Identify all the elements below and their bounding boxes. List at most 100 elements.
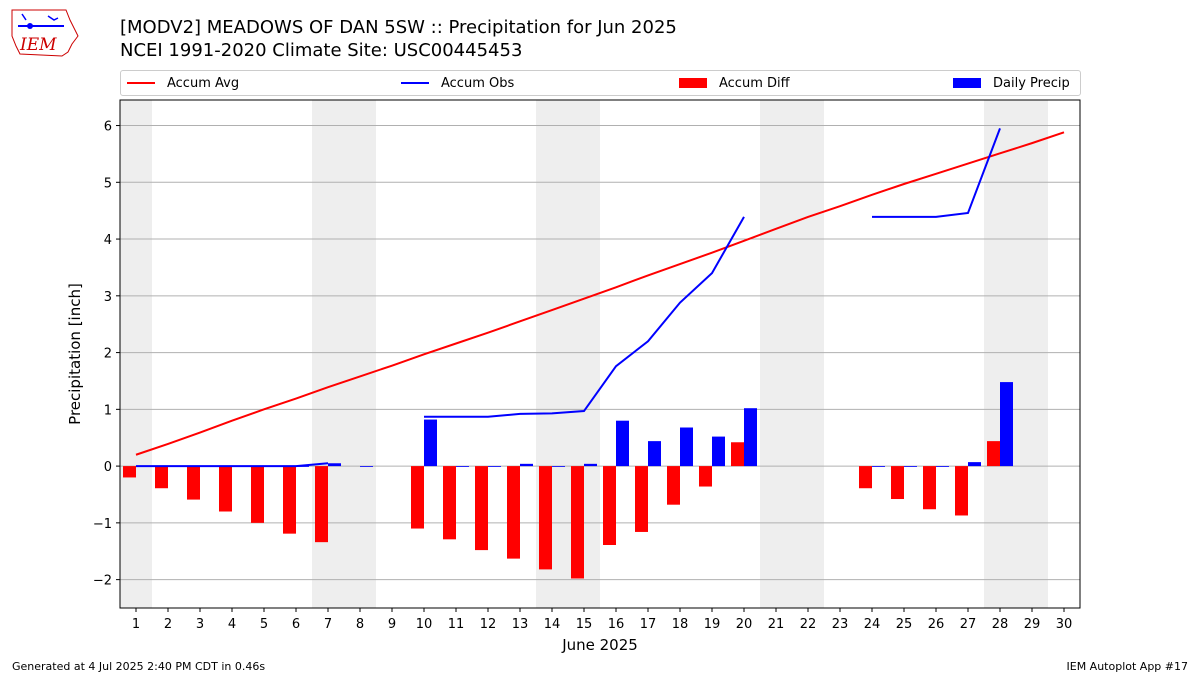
daily-precip-bar xyxy=(648,441,661,467)
daily-precip-bar xyxy=(744,408,757,467)
x-tick-label: 5 xyxy=(260,617,268,632)
x-tick-label: 17 xyxy=(640,617,657,632)
x-tick-label: 21 xyxy=(768,617,785,632)
daily-precip-bar xyxy=(520,463,533,467)
y-tick-label: 5 xyxy=(104,176,112,191)
legend-label-accum-obs: Accum Obs xyxy=(441,75,515,91)
x-tick-label: 2 xyxy=(164,617,172,632)
accum-diff-bar xyxy=(731,442,744,467)
x-tick-label: 20 xyxy=(736,617,753,632)
accum-diff-bar xyxy=(315,466,328,543)
plot-frame xyxy=(119,99,1081,609)
y-tick-label: 3 xyxy=(104,290,112,305)
legend-item-accum-avg: Accum Avg xyxy=(127,71,239,95)
daily-precip-bar xyxy=(616,420,629,467)
accum-diff-bar xyxy=(923,466,936,510)
logo-text: IEM xyxy=(19,35,57,55)
daily-precip-bar xyxy=(552,466,565,467)
legend-swatch-accum-obs xyxy=(401,82,429,84)
chart-title: [MODV2] MEADOWS OF DAN 5SW :: Precipitat… xyxy=(120,17,677,38)
accum-diff-bar xyxy=(155,466,168,489)
daily-precip-bar xyxy=(1000,382,1013,467)
accum-diff-bar xyxy=(539,466,552,570)
daily-precip-bar xyxy=(872,466,885,467)
accum-diff-bar xyxy=(699,466,712,487)
legend-item-daily-precip: Daily Precip xyxy=(953,71,1070,95)
x-tick-label: 9 xyxy=(388,617,396,632)
x-tick-label: 15 xyxy=(576,617,593,632)
y-tick-label: −2 xyxy=(93,574,112,589)
x-axis-label: June 2025 xyxy=(561,636,638,654)
accum-diff-bar xyxy=(411,466,424,529)
daily-precip-bar xyxy=(328,463,341,467)
y-axis-label: Precipitation [inch] xyxy=(66,283,84,425)
accum-diff-bar xyxy=(219,466,232,512)
legend: Accum Avg Accum Obs Accum Diff Daily Pre… xyxy=(120,70,1081,96)
y-tick-label: −1 xyxy=(93,517,112,532)
daily-precip-bar xyxy=(712,436,725,467)
daily-precip-bar xyxy=(936,466,949,467)
legend-item-accum-diff: Accum Diff xyxy=(679,71,790,95)
x-tick-label: 10 xyxy=(416,617,433,632)
accum-diff-bar xyxy=(571,466,584,579)
x-tick-label: 13 xyxy=(512,617,529,632)
accum-diff-bar xyxy=(443,466,456,540)
y-tick-label: 1 xyxy=(104,403,112,418)
daily-precip-bar xyxy=(360,466,373,467)
x-tick-label: 6 xyxy=(292,617,300,632)
y-tick-label: 2 xyxy=(104,347,112,362)
accum-diff-bar xyxy=(635,466,648,532)
y-tick-label: 4 xyxy=(104,233,112,248)
daily-precip-bar xyxy=(968,462,981,467)
x-tick-label: 8 xyxy=(356,617,364,632)
legend-swatch-accum-avg xyxy=(127,82,155,84)
weekend-band xyxy=(1016,100,1048,608)
x-tick-label: 14 xyxy=(544,617,561,632)
x-tick-label: 29 xyxy=(1024,617,1041,632)
x-tick-label: 1 xyxy=(132,617,140,632)
y-tick-label: 0 xyxy=(104,460,112,475)
x-tick-label: 4 xyxy=(228,617,236,632)
x-tick-label: 19 xyxy=(704,617,721,632)
x-tick-label: 16 xyxy=(608,617,625,632)
accum-diff-bar xyxy=(859,466,872,489)
accum-obs-line xyxy=(872,128,1001,218)
accum-diff-bar xyxy=(123,466,136,478)
daily-precip-bar xyxy=(488,466,501,467)
x-tick-label: 25 xyxy=(896,617,913,632)
y-tick-label: 6 xyxy=(104,120,112,135)
legend-label-accum-avg: Accum Avg xyxy=(167,75,240,91)
accum-diff-bar xyxy=(475,466,488,551)
legend-label-accum-diff: Accum Diff xyxy=(719,75,790,91)
footer-generated: Generated at 4 Jul 2025 2:40 PM CDT in 0… xyxy=(12,660,266,673)
x-tick-label: 12 xyxy=(480,617,497,632)
x-tick-label: 30 xyxy=(1056,617,1073,632)
x-tick-label: 3 xyxy=(196,617,204,632)
accum-diff-bar xyxy=(955,466,968,516)
chart-subtitle: NCEI 1991-2020 Climate Site: USC00445453 xyxy=(120,40,523,61)
accum-diff-bar xyxy=(507,466,520,559)
daily-precip-bar xyxy=(456,466,469,467)
x-tick-label: 28 xyxy=(992,617,1009,632)
weekend-band xyxy=(792,100,824,608)
x-tick-label: 22 xyxy=(800,617,817,632)
daily-precip-bar xyxy=(584,463,597,467)
accum-diff-bar xyxy=(283,466,296,534)
legend-item-accum-obs: Accum Obs xyxy=(401,71,514,95)
accum-diff-bar xyxy=(251,466,264,523)
iem-logo: IEM xyxy=(11,9,79,57)
accum-diff-bar xyxy=(987,441,1000,467)
weekend-band xyxy=(120,100,152,608)
x-tick-label: 26 xyxy=(928,617,945,632)
accum-avg-line xyxy=(135,131,1065,456)
daily-precip-bar xyxy=(424,419,437,467)
weekend-band xyxy=(344,100,376,608)
accum-diff-bar xyxy=(891,466,904,500)
legend-swatch-daily-precip xyxy=(953,78,981,88)
x-tick-label: 24 xyxy=(864,617,881,632)
footer-app: IEM Autoplot App #17 xyxy=(1066,660,1189,673)
daily-precip-bar xyxy=(680,427,693,467)
daily-precip-bar xyxy=(904,466,917,467)
x-tick-label: 23 xyxy=(832,617,849,632)
